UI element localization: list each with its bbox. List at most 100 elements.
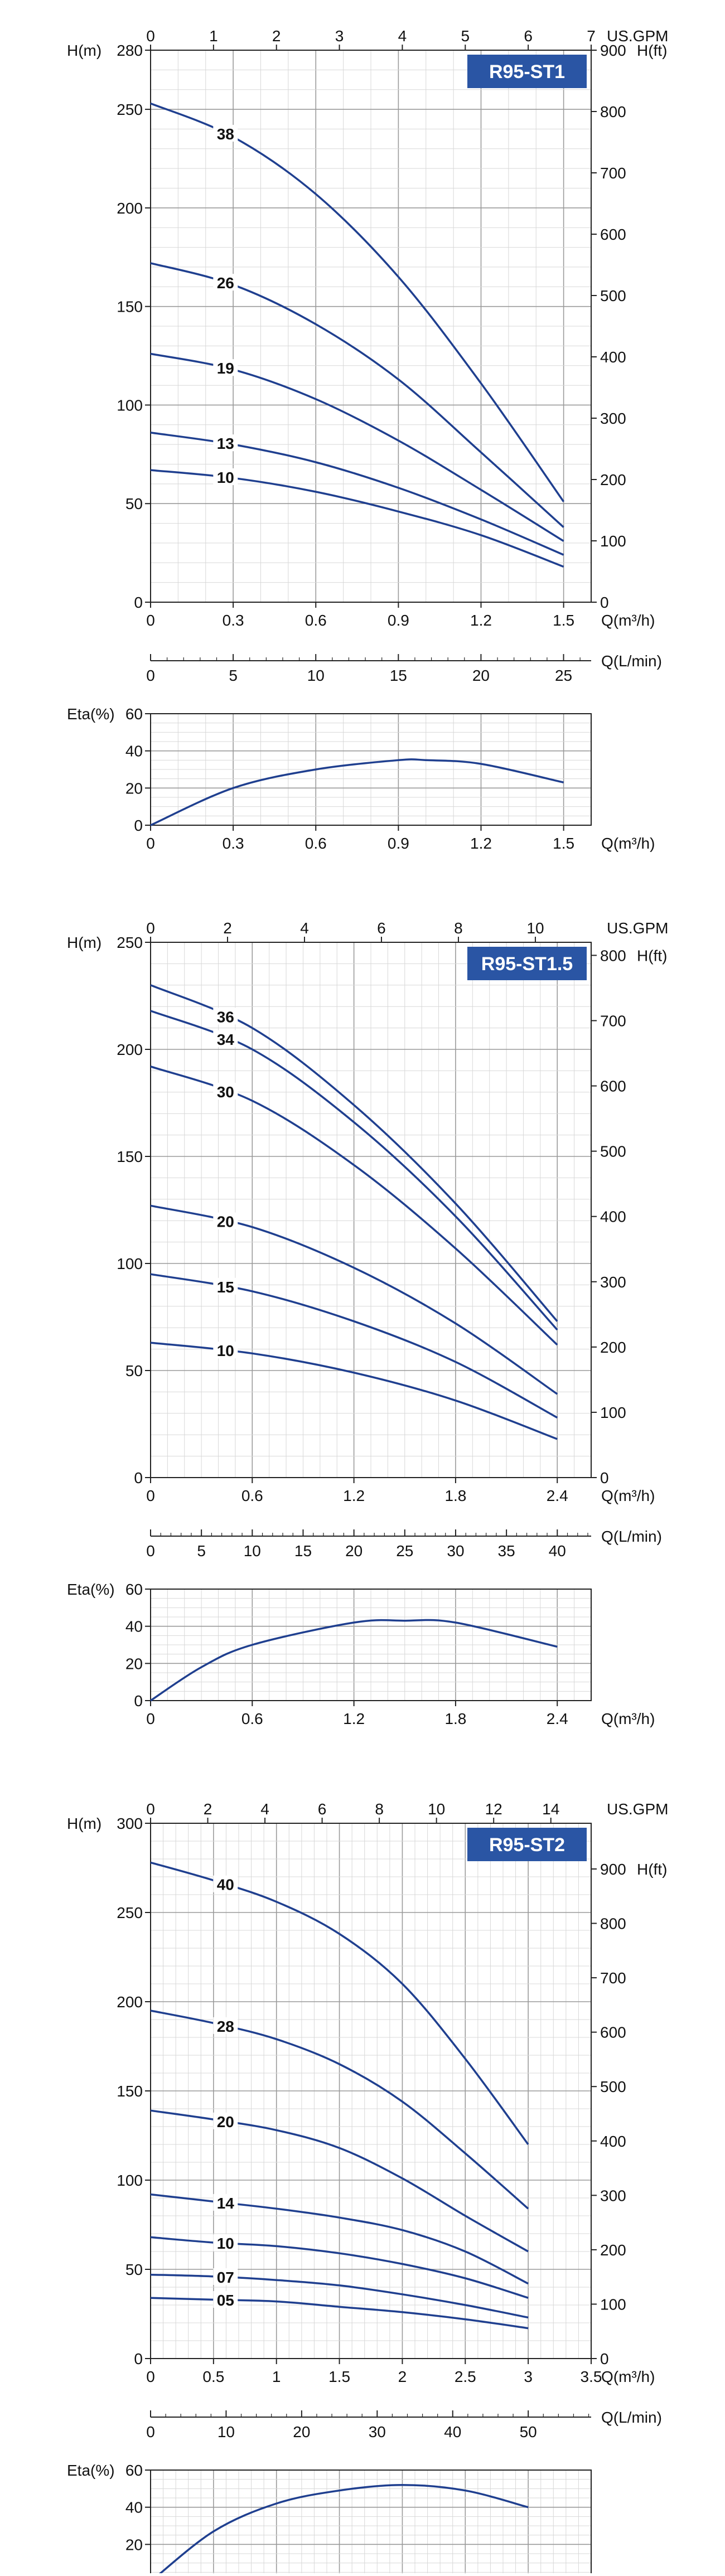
- gpm-tick-label: 2: [272, 27, 281, 45]
- eff-y-tick-label: 0: [134, 1692, 143, 1710]
- curve-label-36: 36: [217, 1008, 234, 1025]
- curve-label-bg: [213, 2112, 238, 2129]
- curve-label-10: 10: [217, 1342, 234, 1359]
- y-tick-label: 150: [117, 298, 143, 316]
- curve-label-20: 20: [217, 2113, 234, 2130]
- ft-axis-label: H(ft): [637, 947, 667, 964]
- curve-label-30: 30: [217, 1083, 234, 1101]
- curve-label-14: 14: [217, 2195, 235, 2212]
- ft-tick-label: 0: [600, 594, 609, 611]
- efficiency-curve: [150, 1619, 558, 1702]
- ft-tick-label: 500: [600, 1143, 626, 1160]
- eff-x-tick-label: 2.4: [547, 1710, 568, 1727]
- y-tick-label: 250: [117, 101, 143, 118]
- eff-x-axis-label: Q(m³/h): [601, 1710, 655, 1727]
- title-badge: R95-ST1: [467, 55, 587, 88]
- flow-axis-label: Q(L/min): [601, 2409, 662, 2426]
- gpm-tick-label: 10: [526, 919, 544, 937]
- y-tick-label: 300: [117, 1815, 143, 1832]
- ft-tick-label: 100: [600, 1404, 626, 1421]
- grid: [150, 1589, 592, 1701]
- flow-tick-label: 15: [390, 667, 407, 684]
- chart-title: R95-ST1.5: [481, 953, 573, 975]
- ft-tick-label: 400: [600, 1208, 626, 1226]
- efficiency-plot: 0 20 40 60 Eta(%) 0 0.3 0.6 0.9 1.2 1.5 Q(m³/h): [67, 705, 655, 852]
- ft-tick-label: 200: [600, 2241, 626, 2259]
- curve-label-10: 10: [217, 2235, 234, 2252]
- ft-tick-label: 700: [600, 1012, 626, 1029]
- flow-tick-label: 35: [498, 1542, 515, 1560]
- grid: [150, 713, 592, 826]
- x-tick-label: 0.5: [202, 2368, 224, 2385]
- flow-axis-label: Q(L/min): [601, 652, 662, 670]
- ft-tick-label: 600: [600, 1078, 626, 1095]
- flow-tick-label: 25: [555, 667, 572, 684]
- x-tick-label: 2.4: [547, 1487, 568, 1504]
- flow-tick-label: 20: [345, 1542, 362, 1560]
- flow-tick-label: 40: [444, 2423, 461, 2441]
- ft-tick-label: 0: [600, 2350, 609, 2367]
- eff-x-tick-label: 0.3: [223, 835, 244, 852]
- flow-tick-label: 15: [294, 1542, 312, 1560]
- x-tick-label: 2.5: [455, 2368, 476, 2385]
- curve-label-bg: [213, 1212, 238, 1229]
- curve-label-bg: [213, 1277, 238, 1295]
- ft-tick-label: 200: [600, 471, 626, 488]
- flow-axis-label: Q(L/min): [601, 1528, 662, 1545]
- y-tick-label: 150: [117, 1148, 143, 1165]
- gpm-tick-label: 4: [300, 919, 309, 937]
- flow-tick-label: 5: [197, 1542, 206, 1560]
- eff-y-tick-label: 20: [125, 1655, 143, 1672]
- eff-plot-frame: [150, 1589, 592, 1701]
- head-curve-13: [150, 432, 564, 556]
- title-badge: R95-ST2: [467, 1828, 587, 1861]
- ft-tick-label: 400: [600, 2133, 626, 2150]
- gpm-tick-label: 6: [377, 919, 386, 937]
- y-tick-label: 50: [125, 495, 143, 512]
- gpm-tick-label: 2: [223, 919, 232, 937]
- flow-tick-label: 20: [293, 2423, 310, 2441]
- eff-x-tick-label: 0.6: [305, 835, 327, 852]
- ft-tick-label: 0: [600, 1469, 609, 1486]
- y-axis-label: H(m): [67, 934, 102, 951]
- eff-x-tick-label: 0.6: [241, 1710, 263, 1727]
- flow-axis: 0 5 10 15 20 25 Q(L/min): [146, 652, 662, 684]
- x-tick-label: 0.6: [241, 1487, 263, 1504]
- curve-label-bg: [213, 1082, 238, 1100]
- chart-r95-st1-5: 050100150200250H(m)010020030040050060070…: [67, 919, 668, 1727]
- curve-label-bg: [213, 1008, 238, 1025]
- x-tick-label: 1.2: [470, 612, 492, 629]
- chart-title: R95-ST1: [489, 61, 565, 83]
- ft-tick-label: 500: [600, 287, 626, 304]
- ft-tick-label: 300: [600, 410, 626, 427]
- flow-axis: 0 5 10 15 20 25 30 35 40 Q(L/min): [146, 1528, 662, 1560]
- curve-label-40: 40: [217, 1876, 234, 1894]
- curve-label-05: 05: [217, 2292, 234, 2309]
- flow-tick-label: 10: [218, 2423, 235, 2441]
- x-tick-label: 1.2: [343, 1487, 365, 1504]
- eff-x-axis-label: Q(m³/h): [601, 835, 655, 852]
- eff-y-tick-label: 40: [125, 2499, 143, 2516]
- ft-tick-label: 200: [600, 1339, 626, 1356]
- ft-tick-label: 100: [600, 2296, 626, 2313]
- gpm-tick-label: 10: [428, 1800, 445, 1818]
- efficiency-curve: [156, 2483, 529, 2576]
- eff-y-tick-label: 0: [134, 817, 143, 834]
- title-badge-bg: [467, 55, 587, 88]
- efficiency-plot: 0 20 40 60 Eta(%) 0 0.6 1.2 1.8 2.4 Q(m³/h): [67, 1581, 655, 1727]
- ft-tick-label: 100: [600, 532, 626, 550]
- curve-label-19: 19: [217, 360, 234, 377]
- gpm-tick-label: 6: [318, 1800, 327, 1818]
- ft-tick-label: 600: [600, 2024, 626, 2041]
- eff-x-tick-label: 1.2: [343, 1710, 365, 1727]
- eff-x-tick-label: 0.9: [388, 835, 409, 852]
- gpm-tick-label: 12: [485, 1800, 502, 1818]
- eff-y-tick-label: 40: [125, 1618, 143, 1635]
- curve-label-bg: [213, 434, 238, 452]
- y-tick-label: 100: [117, 2172, 143, 2189]
- gpm-tick-label: 8: [375, 1800, 384, 1818]
- x-tick-label: 0: [146, 1487, 155, 1504]
- ft-axis-label: H(ft): [637, 1861, 667, 1878]
